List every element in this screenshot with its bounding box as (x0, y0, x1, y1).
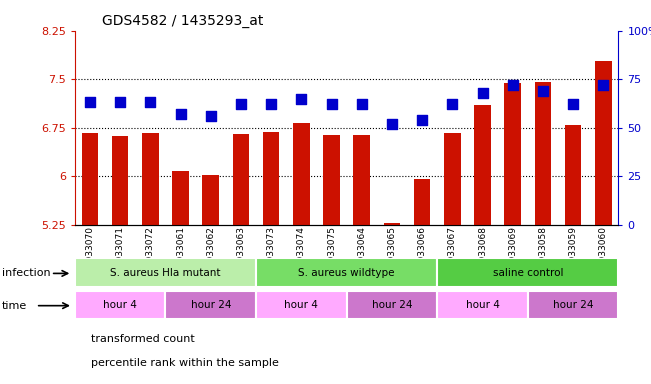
Bar (165, 291, 256, 319)
Text: GSM933065: GSM933065 (387, 226, 396, 281)
Text: GSM933074: GSM933074 (297, 226, 306, 281)
Point (538, 88, 548, 94)
Bar (81, 133, 98, 225)
Bar (256, 291, 346, 319)
Point (236, 101, 246, 108)
Bar (414, 179, 430, 225)
Text: hour 4: hour 4 (284, 300, 318, 310)
Text: GSM933066: GSM933066 (418, 226, 426, 281)
Bar (437, 258, 618, 287)
Text: saline control: saline control (493, 268, 563, 278)
Bar (256, 258, 437, 287)
Text: GSM933067: GSM933067 (448, 226, 457, 281)
Text: time: time (2, 301, 27, 311)
Point (387, 121, 397, 127)
Text: GSM933062: GSM933062 (206, 226, 215, 281)
Text: GSM933072: GSM933072 (146, 226, 155, 281)
Text: GSM933061: GSM933061 (176, 226, 185, 281)
Text: GSM933059: GSM933059 (569, 226, 577, 281)
Bar (75, 291, 165, 319)
Bar (173, 171, 189, 225)
Text: S. aureus Hla mutant: S. aureus Hla mutant (110, 268, 221, 278)
Bar (534, 83, 551, 225)
Bar (324, 135, 340, 225)
Point (115, 99, 126, 106)
Text: hour 24: hour 24 (553, 300, 594, 310)
Bar (293, 123, 310, 225)
Bar (112, 136, 128, 225)
Text: hour 4: hour 4 (465, 300, 499, 310)
Bar (595, 61, 612, 225)
Bar (383, 223, 400, 225)
Text: GSM933071: GSM933071 (116, 226, 124, 281)
Bar (142, 134, 159, 225)
Text: GSM933075: GSM933075 (327, 226, 336, 281)
Point (206, 113, 216, 119)
Text: GSM933068: GSM933068 (478, 226, 487, 281)
Point (417, 117, 427, 123)
Point (266, 101, 277, 108)
Bar (437, 291, 528, 319)
Text: hour 24: hour 24 (191, 300, 231, 310)
Bar (565, 125, 581, 225)
Point (477, 90, 488, 96)
Bar (263, 132, 279, 225)
Text: GDS4582 / 1435293_at: GDS4582 / 1435293_at (102, 14, 264, 28)
Point (85, 99, 95, 106)
Text: hour 24: hour 24 (372, 300, 412, 310)
Text: GSM933070: GSM933070 (85, 226, 94, 281)
Point (508, 82, 518, 88)
Bar (232, 134, 249, 225)
Text: GSM933064: GSM933064 (357, 226, 367, 281)
Point (447, 101, 458, 108)
Bar (346, 291, 437, 319)
Text: infection: infection (2, 268, 51, 278)
Text: GSM933063: GSM933063 (236, 226, 245, 281)
Text: GSM933073: GSM933073 (267, 226, 275, 281)
Bar (202, 175, 219, 225)
Point (296, 96, 307, 102)
Point (357, 101, 367, 108)
Point (326, 101, 337, 108)
Text: percentile rank within the sample: percentile rank within the sample (91, 358, 279, 368)
Bar (75, 258, 256, 287)
Point (568, 101, 578, 108)
Text: hour 4: hour 4 (104, 300, 137, 310)
Bar (353, 136, 370, 225)
Text: GSM933069: GSM933069 (508, 226, 518, 281)
Bar (505, 83, 521, 225)
Bar (528, 291, 618, 319)
Text: GSM933060: GSM933060 (599, 226, 608, 281)
Point (598, 82, 609, 88)
Text: transformed count: transformed count (91, 334, 195, 344)
Text: S. aureus wildtype: S. aureus wildtype (298, 268, 395, 278)
Bar (474, 105, 491, 225)
Point (175, 111, 186, 117)
Point (145, 99, 156, 106)
Text: GSM933058: GSM933058 (538, 226, 547, 281)
Bar (444, 133, 461, 225)
